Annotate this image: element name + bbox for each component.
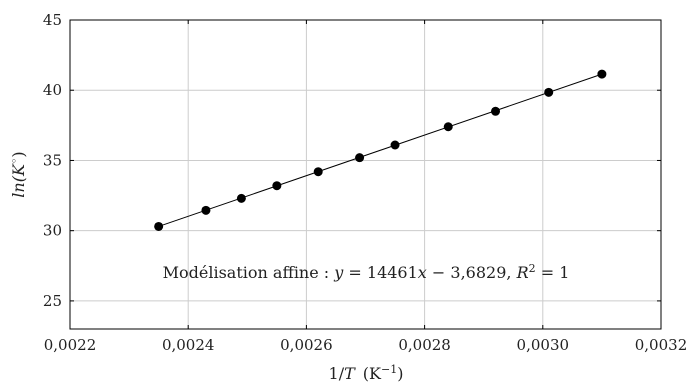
data-point <box>491 106 501 116</box>
x-title-pre: 1/ <box>329 364 345 383</box>
x-tick-label: 0,0026 <box>280 336 333 354</box>
annotation-r-var: R <box>516 263 529 282</box>
x-tick-label: 0,0022 <box>44 336 97 354</box>
annotation-rest: − 3,6829, <box>427 263 517 282</box>
data-points <box>154 69 607 231</box>
annotation-r-sup: 2 <box>529 262 536 275</box>
data-point <box>313 167 323 177</box>
annotation-x-var: x <box>418 263 427 282</box>
x-title-unit: (K <box>363 364 382 383</box>
grid <box>70 20 661 329</box>
x-tick-label: 0,0028 <box>398 336 451 354</box>
y-tick-label: 35 <box>43 151 62 169</box>
data-point <box>201 205 211 215</box>
data-point <box>154 221 164 231</box>
y-tick-label: 25 <box>43 292 62 310</box>
data-point <box>236 193 246 203</box>
x-tick-label: 0,0024 <box>162 336 215 354</box>
y-axis-title: ln(K◦) <box>8 151 29 197</box>
x-title-sup: −1 <box>381 363 397 376</box>
y-title-close: ) <box>9 151 28 157</box>
x-axis-title: 1/T (K−1) <box>329 363 404 384</box>
y-title-pre: ln( <box>9 175 28 197</box>
y-tick-label: 40 <box>43 81 62 99</box>
x-tick-label: 0,0032 <box>635 336 688 354</box>
data-point <box>544 87 554 97</box>
ticks: 0,0022 0,0024 0,0026 0,0028 0,0030 0,0032 25 30… <box>43 11 687 354</box>
x-title-close: ) <box>397 364 403 383</box>
y-title-sup: ◦ <box>8 158 21 165</box>
data-point <box>272 181 282 191</box>
data-point <box>390 140 400 150</box>
y-title-var: K <box>9 163 28 177</box>
annotation-eq: = 14461 <box>343 263 417 282</box>
data-point <box>597 69 607 79</box>
x-title-var: T <box>344 364 356 383</box>
annotation-prefix: Modélisation affine : <box>163 263 335 282</box>
plot-frame <box>69 19 662 330</box>
y-tick-label: 30 <box>43 222 62 240</box>
y-tick-label: 45 <box>43 11 62 29</box>
annotation-y-var: y <box>333 263 344 282</box>
data-point <box>355 153 365 163</box>
data-point <box>443 122 453 132</box>
fit-line <box>158 73 603 227</box>
annotation-r-val: = 1 <box>536 263 570 282</box>
x-tick-label: 0,0030 <box>517 336 570 354</box>
fit-annotation: Modélisation affine : y = 14461x − 3,682… <box>163 262 570 283</box>
